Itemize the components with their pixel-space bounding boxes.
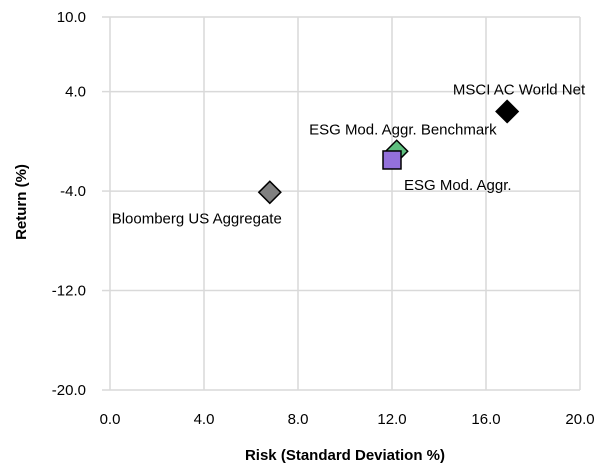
x-tick-label: 12.0 (377, 411, 406, 428)
point-marker (495, 99, 520, 124)
x-tick-label: 8.0 (288, 411, 309, 428)
x-axis-title: Risk (Standard Deviation %) (245, 447, 445, 464)
y-axis-title: Return (%) (13, 164, 30, 240)
y-tick-label: -20.0 (52, 382, 86, 399)
point-label: ESG Mod. Aggr. (404, 177, 512, 194)
grid-layer (102, 16, 581, 391)
point-label: MSCI AC World Net (453, 81, 586, 98)
x-tick-label: 16.0 (471, 411, 500, 428)
y-tick-label: -12.0 (52, 283, 86, 300)
point-marker (257, 180, 282, 205)
y-tick-label: 10.0 (57, 9, 86, 26)
point-label: Bloomberg US Aggregate (112, 210, 282, 227)
x-tick-label: 20.0 (565, 411, 594, 428)
tick-labels: 0.0 4.0 8.0 12.0 16.0 20.0 10.0 4.0 -4.0 -12.0 -20… (52, 9, 595, 428)
y-tick-label: 4.0 (65, 84, 86, 101)
x-tick-label: 0.0 (100, 411, 121, 428)
y-tick-label: -4.0 (60, 183, 86, 200)
x-tick-label: 4.0 (194, 411, 215, 428)
data-points: MSCI AC World Net ESG Mod. Aggr. Benchmar… (112, 81, 586, 227)
point-marker (382, 150, 402, 170)
point-label: ESG Mod. Aggr. Benchmark (309, 121, 497, 138)
